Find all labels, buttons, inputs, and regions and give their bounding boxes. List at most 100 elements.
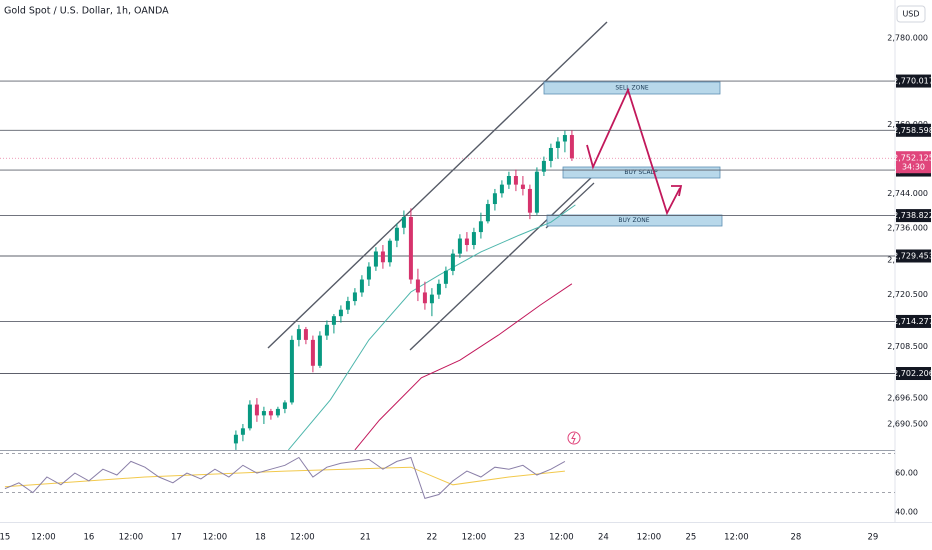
level-label: 2,729.453 [893,251,932,260]
candle-body [457,238,462,254]
candle-body [464,238,469,246]
x-tick-label: 22 [426,533,437,543]
moving-average [288,204,576,450]
candle-body [422,292,427,304]
y-tick-label: 2,744.000 [887,189,928,198]
candle-body [317,335,322,366]
candle-body [485,204,490,222]
level-label-box [896,314,931,328]
candle-body [338,309,343,317]
x-tick-label: 12:00 [290,533,315,543]
candle-body [254,404,259,416]
level-label-box [896,367,931,381]
x-tick-label: 24 [598,533,609,543]
candle-body [373,251,378,267]
candle-body [387,240,392,263]
candle-body [282,402,287,409]
candle-body [443,270,448,284]
buy-scalp-label: BUY SCALP [624,169,658,176]
channel-upper [267,21,608,349]
level-label-box [896,249,931,263]
candle-body [345,301,350,310]
candle-body [359,279,364,293]
candle-body [303,329,308,340]
chart-title: Gold Spot / U.S. Dollar, 1h, OANDA [4,6,169,17]
candle-body [394,227,399,241]
currency-button[interactable] [896,5,926,23]
candle-body [261,411,266,416]
candle-body [240,428,245,435]
x-tick-label: 28 [790,533,801,543]
buy-zone [546,214,723,227]
candle-body [380,251,385,263]
y-tick-label: 2,708.500 [887,342,928,351]
level-label-box [896,123,931,137]
level-label-box [896,209,931,223]
x-tick-label: 12:00 [549,533,574,543]
x-tick-label: 16 [83,533,94,543]
candle-body [436,283,441,295]
rsi-tick-label: 60.00 [895,469,918,478]
y-tick-label: 2,780.000 [887,33,928,42]
projection-path [586,87,681,216]
current-price-label: 2,752.125 [893,154,932,163]
candle-body [450,253,455,271]
candle-body [275,408,280,416]
drawings: SELL ZONE BUY SCALP BUY ZONE [267,21,723,351]
x-tick-label: 18 [255,533,266,543]
level-label: 2,758.598 [893,126,932,135]
candle-body [289,339,294,403]
rsi-ma-line [4,466,565,488]
candle-body [478,221,483,233]
candle-body [534,171,539,213]
candle-body [408,216,413,280]
rsi-line [4,456,566,500]
candle-body [548,147,553,161]
buy-zone-label: BUY ZONE [618,217,649,224]
y-tick-label: 2,736.000 [887,223,928,232]
candle-body [513,176,518,185]
candle-body [499,184,504,194]
candle-body [352,292,357,302]
x-tick-label: 23 [514,533,525,543]
current-price-box [896,151,931,174]
price-pane [0,80,895,450]
candle-body [541,160,546,172]
level-label: 2,714.277 [893,317,932,326]
candle-body [429,294,434,304]
x-tick-label: 12:00 [119,533,144,543]
x-tick-label: 12:00 [203,533,228,543]
channel-lower [409,174,595,351]
candle-body [520,184,525,189]
candle-body [527,188,532,213]
level-label: 2,702.206 [893,369,932,378]
currency[interactable]: USD [902,10,919,19]
candle-body [555,141,560,148]
candle-body [324,324,329,336]
x-tick-label: 12:00 [724,533,749,543]
candle-body [562,135,567,142]
countdown-label: 34:30 [902,163,925,172]
x-tick-label: 12:00 [31,533,56,543]
candle-body [247,404,252,429]
x-tick-label: 21 [360,533,371,543]
x-tick-label: 12:00 [637,533,662,543]
level-label: 2,770.017 [893,77,932,86]
sell-zone [543,81,721,95]
candle-body [492,193,497,205]
rsi-pane [0,453,895,500]
candle-body [415,279,420,293]
moving-average [354,283,573,450]
event-icon-bolt [571,432,576,444]
candle-body [506,176,511,185]
candle-body [296,329,301,340]
x-tick-label: 15 [0,533,10,543]
candle-body [310,339,315,366]
x-tick-label: 17 [171,533,182,543]
candle-body [331,316,336,325]
candle-body [569,135,574,159]
buy-scalp-zone [562,166,721,179]
